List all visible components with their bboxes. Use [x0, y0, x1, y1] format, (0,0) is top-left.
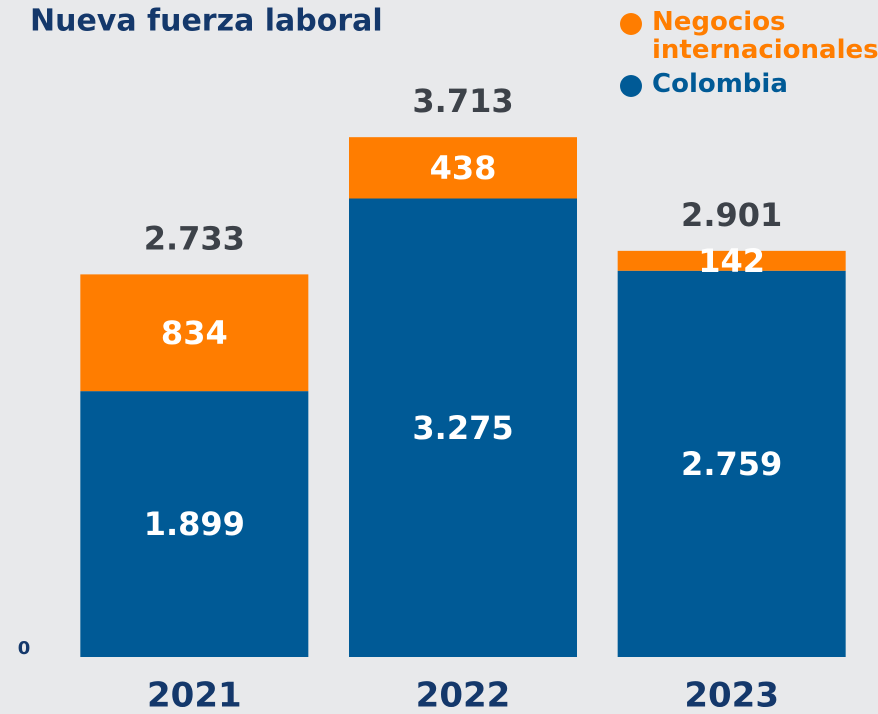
legend-marker — [620, 75, 642, 97]
x-tick-label: 2021 — [147, 676, 242, 714]
legend: Negocios internacionales Colombia — [620, 8, 878, 104]
value-label: 438 — [430, 149, 497, 187]
legend-item: Colombia — [620, 70, 878, 98]
bar-segment — [617, 250, 846, 271]
bar-segment — [80, 391, 309, 657]
bar-segment — [349, 198, 577, 657]
value-label: 3.275 — [412, 409, 513, 447]
x-tick-label: 2022 — [416, 676, 511, 714]
legend-label: Negocios internacionales — [652, 7, 878, 65]
bar-segment — [617, 270, 846, 657]
y-tick-label: 0 — [18, 638, 31, 659]
legend-item: Negocios internacionales — [620, 8, 878, 64]
bar-segment — [349, 137, 577, 199]
value-label: 834 — [161, 314, 228, 352]
legend-marker — [620, 13, 642, 35]
value-label: 142 — [698, 242, 765, 280]
value-label: 2.759 — [681, 445, 782, 483]
total-label: 2.901 — [681, 196, 782, 234]
x-tick-label: 2023 — [684, 676, 779, 714]
total-label: 3.713 — [412, 82, 513, 120]
legend-label: Colombia — [652, 69, 788, 99]
chart-title: Nueva fuerza laboral — [30, 4, 383, 39]
bar-segment — [80, 274, 309, 392]
value-label: 1.899 — [144, 505, 245, 543]
total-label: 2.733 — [144, 219, 245, 257]
